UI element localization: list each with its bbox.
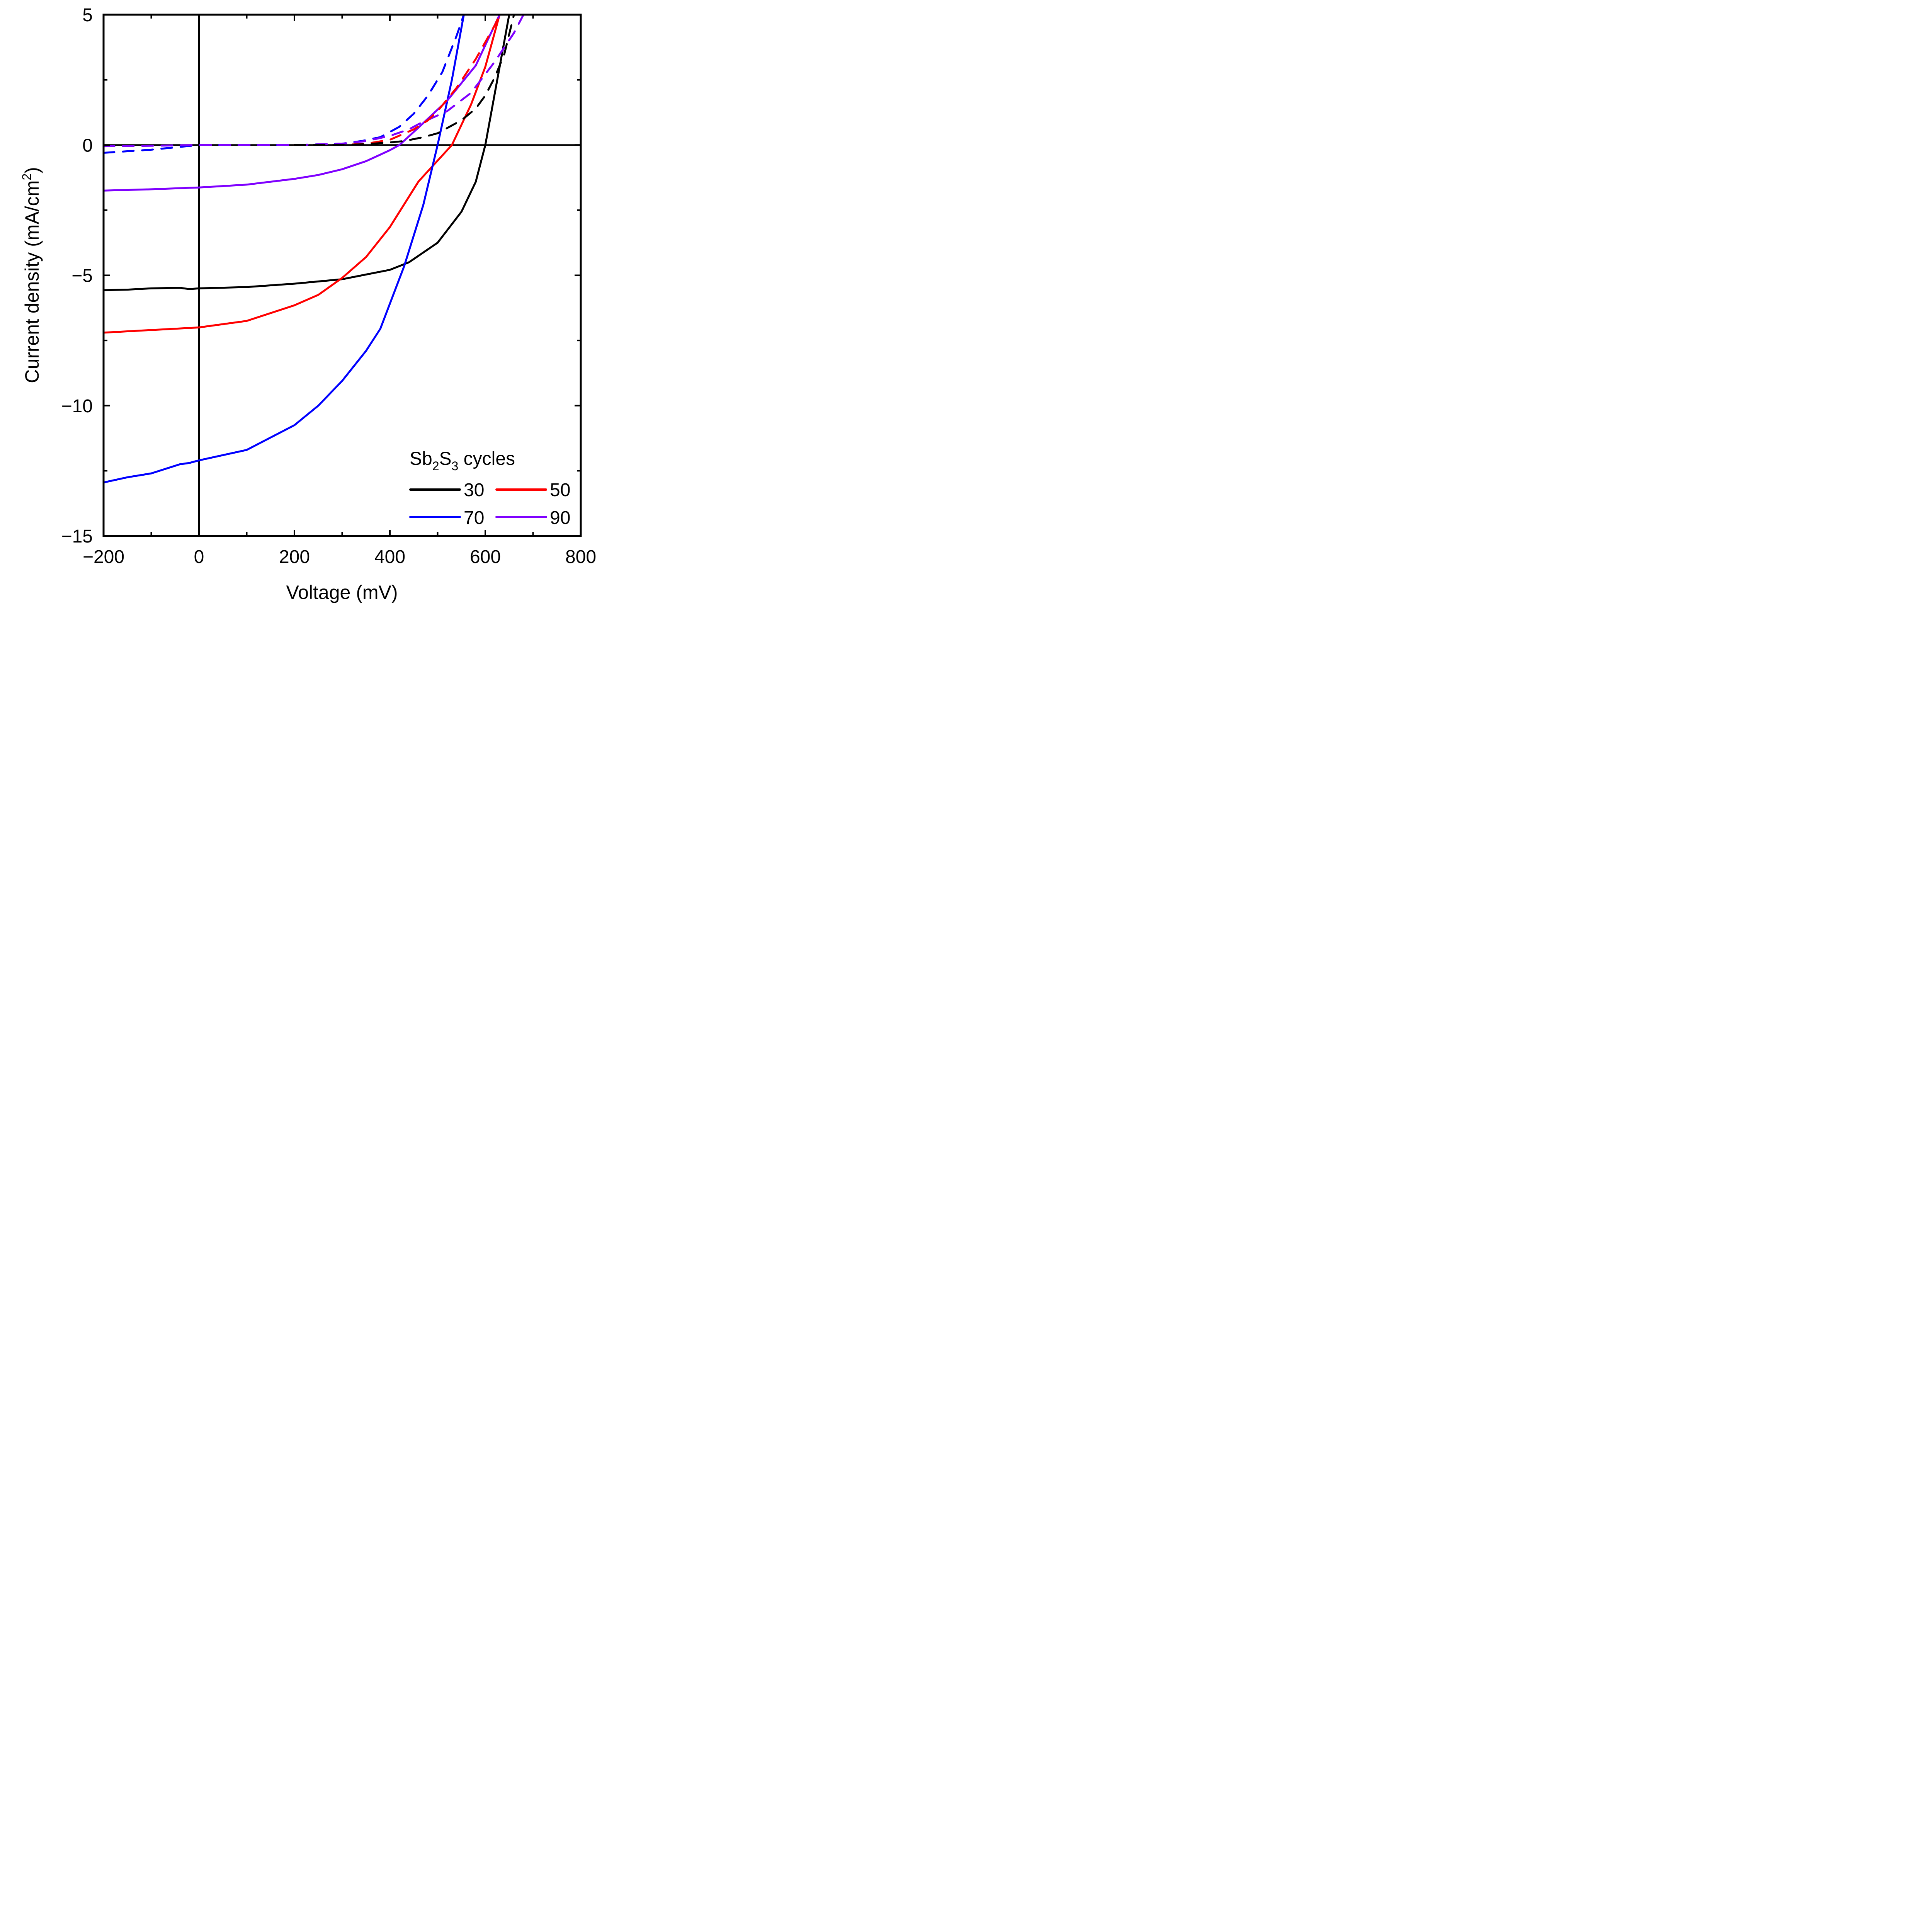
- legend: Sb2S3 cycles 30 50 70 90: [409, 449, 570, 528]
- x-tick-labels: −200 0 200 400 600 800: [83, 547, 596, 567]
- y-tick-labels: 5 0 −5 −10 −15: [61, 5, 93, 547]
- x-axis-title: Voltage (mV): [286, 582, 398, 603]
- y-axis-title-sup: 2: [20, 173, 34, 180]
- y-tick-label: −5: [71, 266, 93, 286]
- legend-label-90: 90: [550, 508, 570, 528]
- legend-title-sb: Sb: [410, 449, 432, 469]
- series-layer: [104, 15, 525, 484]
- y-axis-title: Current density (mA/cm2): [20, 167, 43, 383]
- legend-title-s: S: [439, 449, 452, 469]
- legend-title: Sb2S3 cycles: [410, 449, 515, 473]
- x-tick-label: 0: [194, 547, 204, 567]
- series-line-50-dark-dashed: [293, 15, 501, 146]
- y-axis-title-main: Current density (mA/cm: [21, 180, 43, 383]
- x-tick-label: 400: [374, 547, 405, 567]
- series-line-70: [104, 15, 465, 484]
- legend-label-50: 50: [550, 480, 570, 500]
- x-tick-label: −200: [83, 547, 124, 567]
- legend-title-sub2: 3: [452, 459, 459, 473]
- x-tick-label: 200: [279, 547, 310, 567]
- y-tick-label: −15: [61, 526, 93, 547]
- legend-label-30: 30: [464, 480, 484, 500]
- series-line-90: [104, 15, 501, 192]
- jv-chart: −200 0 200 400 600 800 50−5−10−15 Voltage (mV…: [20, 5, 596, 603]
- x-tick-label: 800: [565, 547, 596, 567]
- y-tick-label: 0: [82, 135, 93, 156]
- y-axis-title-close: ): [21, 167, 43, 173]
- legend-title-end: cycles: [458, 449, 515, 469]
- legend-title-sub1: 2: [432, 459, 439, 473]
- series-line-30-dark-dashed: [293, 15, 515, 146]
- y-tick-label: 5: [82, 5, 93, 26]
- y-tick-label: −10: [61, 396, 93, 417]
- series-line-90-dark-dashed: [104, 15, 525, 148]
- axis-ticks: [103, 14, 582, 537]
- x-tick-label: 600: [470, 547, 501, 567]
- series-line-50: [104, 15, 501, 334]
- series-line-30: [104, 15, 510, 291]
- legend-label-70: 70: [464, 508, 484, 528]
